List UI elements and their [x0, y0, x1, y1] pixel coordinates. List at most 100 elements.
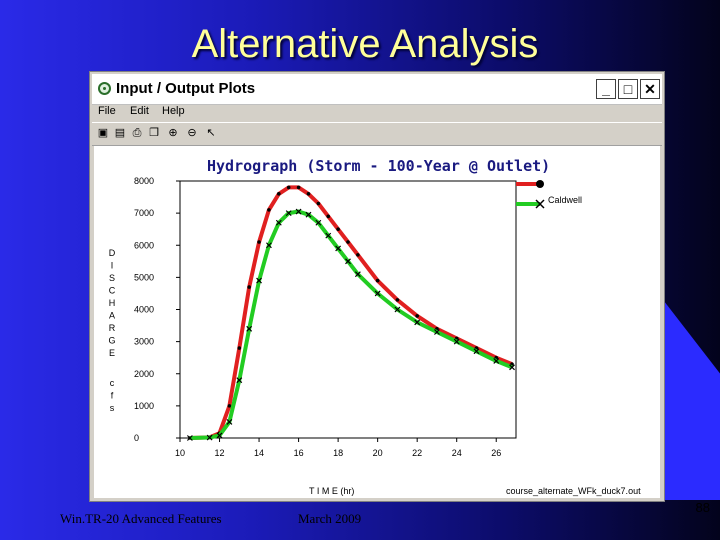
- series-point-0: [375, 278, 380, 283]
- menu-help[interactable]: Help: [162, 105, 185, 117]
- series-point-1: [226, 419, 233, 425]
- series-point-0: [227, 404, 232, 408]
- series-point-1: [206, 434, 213, 441]
- y-label-letter: R: [109, 323, 116, 333]
- series-point-1: [246, 325, 253, 332]
- footer-left-text: Win.TR-20 Advanced Features: [60, 511, 222, 526]
- legend-marker-1: [535, 199, 545, 209]
- series-point-0: [296, 185, 301, 190]
- x-tick-label: 14: [254, 448, 264, 458]
- series-point-1: [354, 271, 361, 278]
- x-tick-label: 12: [215, 448, 225, 458]
- minimize-button[interactable]: _: [596, 79, 616, 99]
- copy-icon[interactable]: ❐: [149, 127, 159, 139]
- series-point-0: [346, 240, 350, 244]
- window-titlebar[interactable]: Input / Output Plots _ □ ✕: [92, 74, 662, 105]
- series-point-0: [286, 185, 291, 190]
- series-point-1: [325, 232, 332, 239]
- y-tick-label: 3000: [134, 337, 154, 347]
- y-tick-label: 5000: [134, 272, 154, 282]
- zoom-out-icon[interactable]: ⊖: [187, 127, 197, 139]
- plot-window: Input / Output Plots _ □ ✕ File Edit Hel…: [89, 71, 665, 502]
- page-number: 88: [695, 500, 710, 515]
- x-tick-label: 18: [333, 448, 343, 458]
- series-point-1: [295, 208, 302, 215]
- series-point-0: [277, 192, 281, 196]
- series-line-0: [189, 185, 513, 440]
- y-tick-label: 4000: [134, 305, 154, 315]
- chart-title: Hydrograph (Storm - 100-Year @ Outlet): [207, 157, 550, 175]
- series-point-1: [236, 377, 243, 384]
- series-point-1: [266, 242, 272, 249]
- y-label-letter: s: [110, 403, 115, 413]
- series-point-1: [256, 277, 262, 284]
- series-point-0: [336, 227, 340, 231]
- legend-label-1: Caldwell: [548, 195, 582, 205]
- app-icon: [98, 82, 111, 95]
- series-point-1: [216, 432, 223, 439]
- series-point-1: [305, 211, 312, 218]
- footer-date: March 2009: [298, 511, 362, 526]
- y-label-letter: H: [109, 298, 116, 308]
- slide-title: Alternative Analysis: [191, 22, 539, 66]
- y-label-letter: S: [109, 273, 115, 283]
- series-point-0: [247, 285, 251, 289]
- series-point-1: [315, 219, 322, 226]
- menu-edit[interactable]: Edit: [130, 105, 149, 117]
- hydrograph-chart: Hydrograph (Storm - 100-Year @ Outlet) 0…: [108, 157, 641, 496]
- y-label-letter: E: [109, 348, 115, 358]
- series-point-0: [306, 192, 311, 196]
- chart-axes: 0 1000 2000 3000 4000 5000 6000 7000 8000 10 12 14 1…: [134, 176, 517, 458]
- series-point-1: [275, 219, 282, 226]
- y-label-letter: C: [109, 286, 116, 296]
- series-point-0: [395, 298, 400, 302]
- series-point-1: [374, 290, 381, 297]
- series-point-0: [316, 201, 321, 206]
- x-tick-label: 20: [373, 448, 383, 458]
- print-icon[interactable]: ⎙: [132, 127, 142, 139]
- maximize-icon: □: [623, 81, 633, 97]
- series-point-0: [267, 208, 271, 212]
- file-label: course_alternate_WFk_duck7.out: [506, 486, 641, 496]
- plot-area: Hydrograph (Storm - 100-Year @ Outlet) 0…: [94, 146, 660, 498]
- save-icon[interactable]: ▣: [97, 127, 109, 139]
- y-label-letter: I: [111, 261, 114, 271]
- x-tick-label: 10: [175, 448, 185, 458]
- y-tick-label: 7000: [134, 208, 154, 218]
- y-label-letter: G: [108, 336, 115, 346]
- menubar: File Edit Help: [92, 104, 662, 122]
- x-tick-label: 22: [412, 448, 422, 458]
- toolbar: ▣ ▤ ⎙ ❐ ⊕ ⊖ ↖: [92, 122, 662, 146]
- zoom-in-icon[interactable]: ⊕: [168, 127, 178, 139]
- menu-file[interactable]: File: [98, 105, 116, 117]
- series-point-1: [493, 357, 500, 364]
- y-label-letter: A: [109, 311, 115, 321]
- close-button[interactable]: ✕: [640, 79, 660, 99]
- series-point-1: [335, 245, 342, 252]
- maximize-button[interactable]: □: [618, 79, 638, 99]
- series-point-0: [326, 214, 331, 219]
- y-tick-label: 6000: [134, 240, 154, 250]
- series-point-1: [453, 338, 460, 345]
- print-preview-icon[interactable]: ▤: [114, 127, 126, 139]
- series-point-1: [285, 210, 292, 217]
- y-tick-label: 2000: [134, 369, 154, 379]
- series-point-1: [434, 329, 440, 335]
- x-tick-label: 26: [491, 448, 501, 458]
- series-point-0: [257, 240, 261, 244]
- pointer-icon[interactable]: ↖: [206, 127, 216, 139]
- series-point-0: [356, 253, 360, 257]
- x-axis-label: T I M E (hr): [309, 486, 354, 496]
- close-icon: ✕: [644, 81, 656, 97]
- window-title: Input / Output Plots: [116, 80, 256, 97]
- series-point-1: [394, 306, 401, 313]
- y-tick-label: 0: [134, 433, 139, 443]
- y-tick-label: 8000: [134, 176, 154, 186]
- series-point-1: [345, 258, 351, 265]
- chart-legend: Caldwell: [516, 180, 582, 209]
- series-point-1: [473, 348, 480, 355]
- y-label-letter: f: [111, 391, 114, 401]
- x-tick-label: 16: [294, 448, 304, 458]
- series-point-1: [414, 319, 421, 326]
